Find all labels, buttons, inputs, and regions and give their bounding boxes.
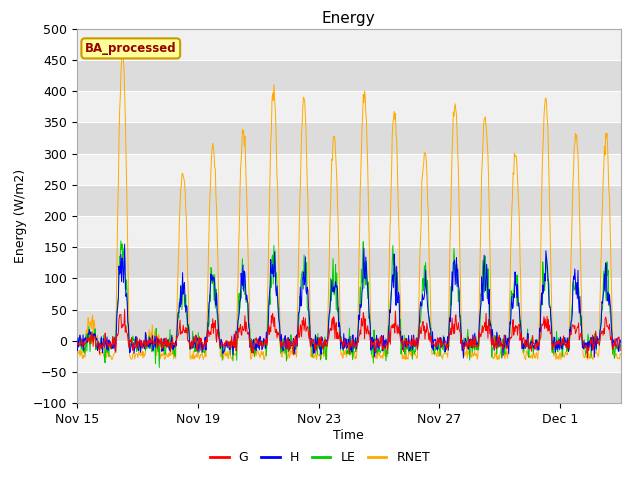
Bar	[77, 185, 621, 216]
Bar	[77, 60, 621, 91]
Title: Energy: Energy	[322, 11, 376, 26]
Y-axis label: Energy (W/m2): Energy (W/m2)	[14, 169, 27, 263]
Bar	[77, 122, 621, 154]
Bar	[77, 247, 621, 278]
Bar	[77, 278, 621, 310]
Text: BA_processed: BA_processed	[85, 42, 177, 55]
Bar	[77, 154, 621, 185]
Bar	[77, 310, 621, 341]
Bar	[77, 91, 621, 122]
Bar	[77, 216, 621, 247]
Bar	[77, 372, 621, 403]
Legend: G, H, LE, RNET: G, H, LE, RNET	[205, 446, 435, 469]
Bar	[77, 29, 621, 60]
Bar	[77, 341, 621, 372]
X-axis label: Time: Time	[333, 429, 364, 442]
